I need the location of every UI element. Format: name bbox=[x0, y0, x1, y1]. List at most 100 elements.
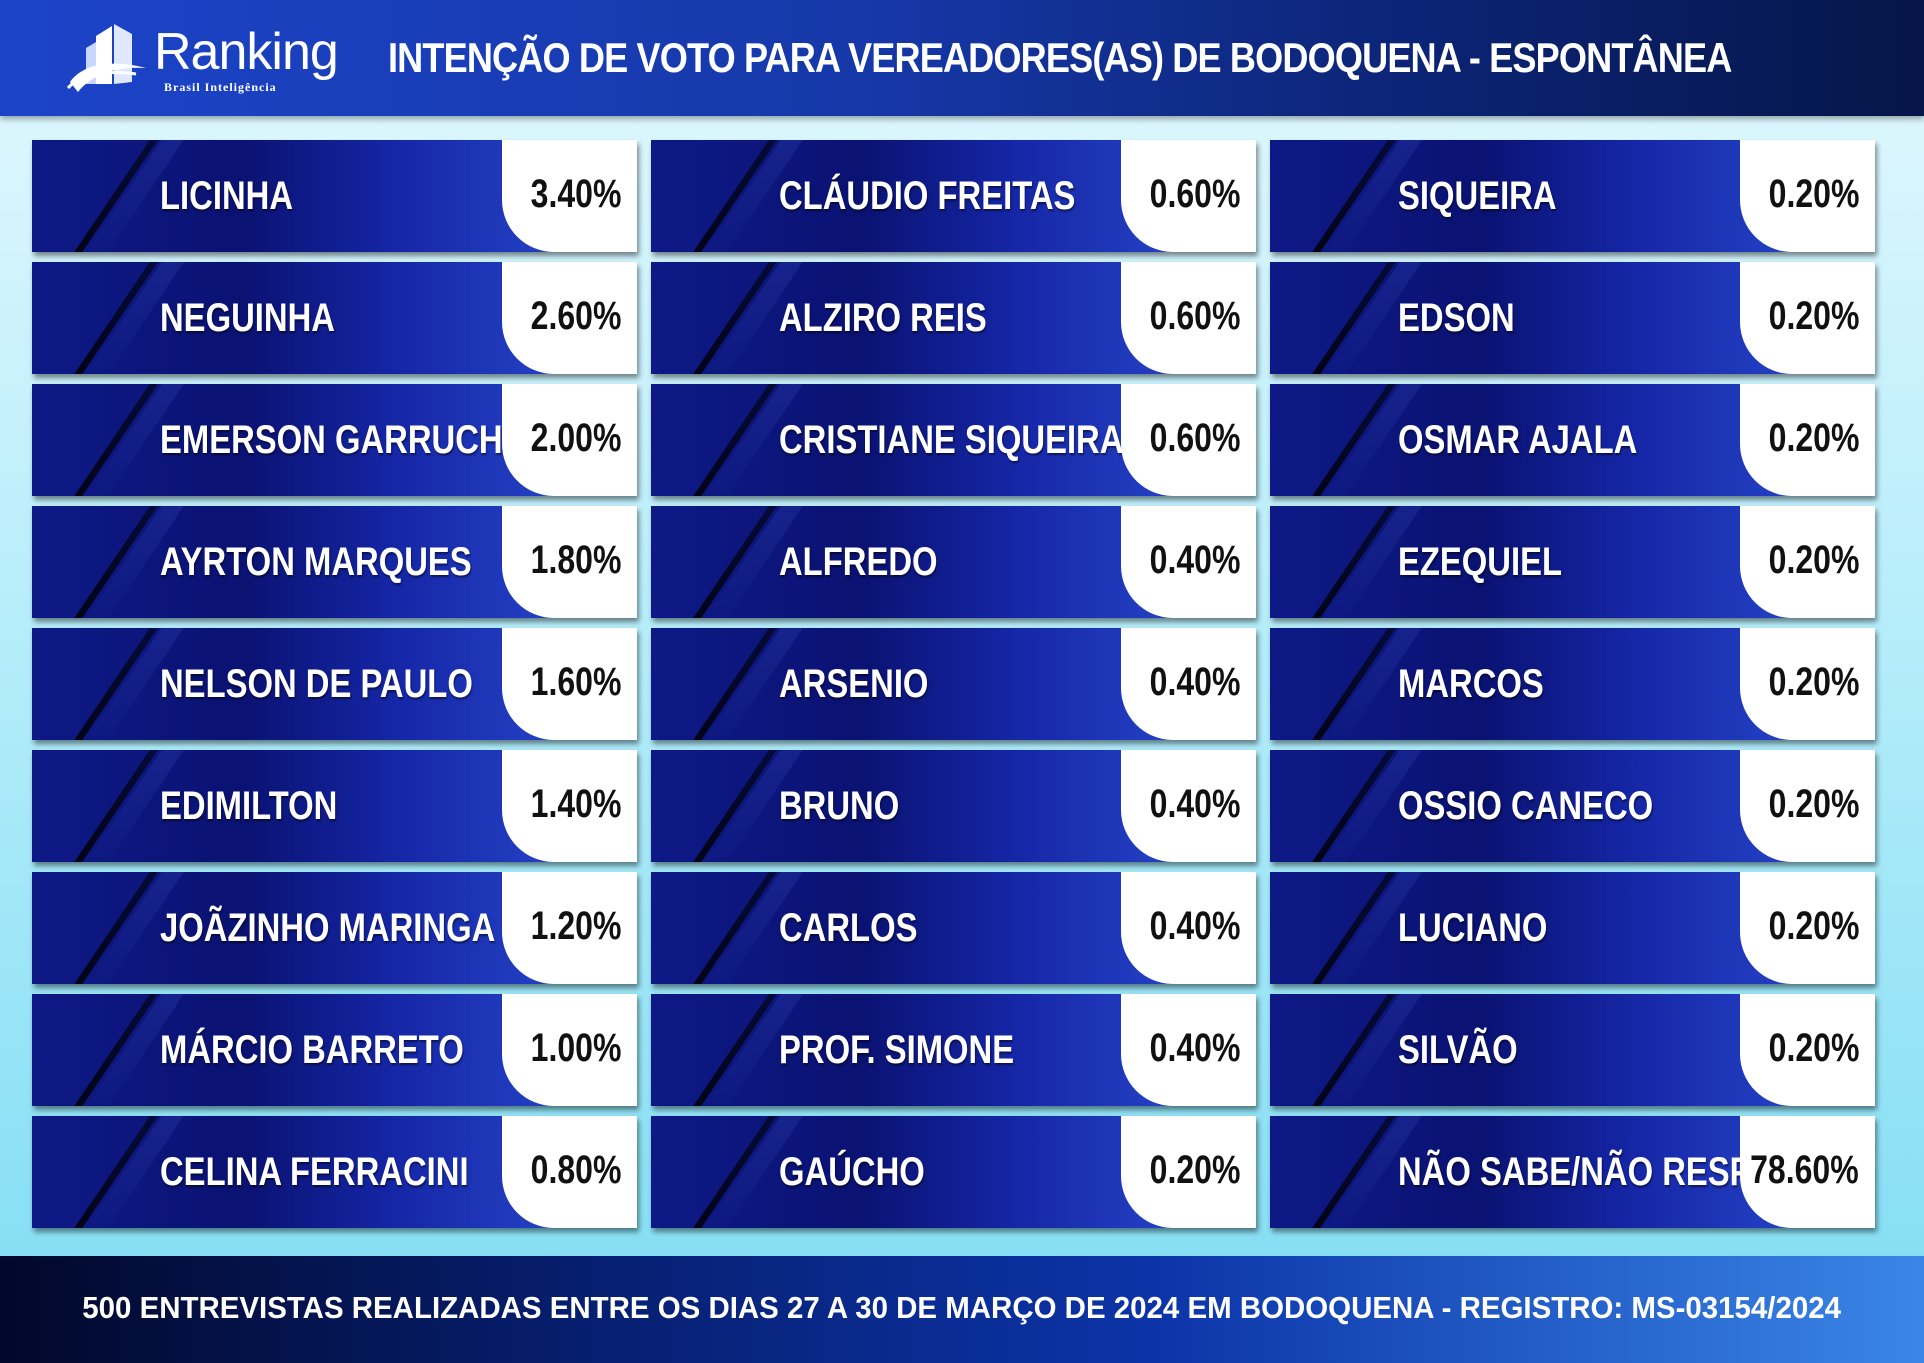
percent-box: 0.80% bbox=[502, 1116, 637, 1228]
candidate-name: AYRTON MARQUES bbox=[160, 540, 472, 584]
percent-box: 0.20% bbox=[1740, 262, 1875, 374]
candidate-row: EZEQUIEL 0.20% bbox=[1270, 506, 1875, 618]
logo-subtitle: Brasil Inteligência bbox=[164, 80, 277, 94]
candidate-row: PROF. SIMONE 0.40% bbox=[651, 994, 1256, 1106]
candidate-row: EMERSON GARRUCHA 2.00% bbox=[32, 384, 637, 496]
candidate-row: MÁRCIO BARRETO 1.00% bbox=[32, 994, 637, 1106]
candidate-name: CELINA FERRACINI bbox=[160, 1150, 469, 1194]
candidate-name: OSSIO CANECO bbox=[1398, 784, 1654, 828]
candidate-row: NÃO SABE/NÃO RESP. 78.60% bbox=[1270, 1116, 1875, 1228]
candidate-percent: 0.40% bbox=[1149, 538, 1240, 582]
percent-box: 0.40% bbox=[1121, 872, 1256, 984]
percent-box: 1.60% bbox=[502, 628, 637, 740]
candidate-percent: 0.40% bbox=[1149, 1026, 1240, 1070]
percent-box: 0.20% bbox=[1121, 1116, 1256, 1228]
candidate-name: MARCOS bbox=[1398, 662, 1544, 706]
candidate-name: NELSON DE PAULO bbox=[160, 662, 473, 706]
candidate-name: NÃO SABE/NÃO RESP. bbox=[1398, 1150, 1757, 1194]
candidate-percent: 0.40% bbox=[1149, 660, 1240, 704]
candidate-percent: 0.60% bbox=[1149, 294, 1240, 338]
candidate-percent: 1.00% bbox=[530, 1026, 621, 1070]
candidate-row: OSSIO CANECO 0.20% bbox=[1270, 750, 1875, 862]
candidate-row: LICINHA 3.40% bbox=[32, 140, 637, 252]
header-bar: Ranking Brasil Inteligência INTENÇÃO DE … bbox=[0, 0, 1924, 116]
ranking-building-swoosh-icon bbox=[66, 24, 146, 92]
survey-note: 500 ENTREVISTAS REALIZADAS ENTRE OS DIAS… bbox=[82, 1290, 1842, 1325]
candidate-row: MARCOS 0.20% bbox=[1270, 628, 1875, 740]
percent-box: 0.20% bbox=[1740, 140, 1875, 252]
candidate-name: EDSON bbox=[1398, 296, 1515, 340]
candidate-percent: 3.40% bbox=[530, 172, 621, 216]
candidate-name: MÁRCIO BARRETO bbox=[160, 1028, 464, 1072]
percent-box: 2.00% bbox=[502, 384, 637, 496]
candidate-percent: 2.60% bbox=[530, 294, 621, 338]
candidate-name: ALZIRO REIS bbox=[779, 296, 987, 340]
candidate-percent: 0.20% bbox=[1768, 294, 1859, 338]
candidate-row: ALZIRO REIS 0.60% bbox=[651, 262, 1256, 374]
candidate-row: OSMAR AJALA 0.20% bbox=[1270, 384, 1875, 496]
candidate-name: CLÁUDIO FREITAS bbox=[779, 174, 1076, 218]
candidate-row: NELSON DE PAULO 1.60% bbox=[32, 628, 637, 740]
candidate-name: CARLOS bbox=[779, 906, 918, 950]
candidate-percent: 0.20% bbox=[1768, 416, 1859, 460]
candidate-row: GAÚCHO 0.20% bbox=[651, 1116, 1256, 1228]
candidate-row: EDIMILTON 1.40% bbox=[32, 750, 637, 862]
candidate-row: JOÃZINHO MARINGA 1.20% bbox=[32, 872, 637, 984]
candidate-percent: 1.20% bbox=[530, 904, 621, 948]
candidate-row: SIQUEIRA 0.20% bbox=[1270, 140, 1875, 252]
candidate-row: EDSON 0.20% bbox=[1270, 262, 1875, 374]
candidate-name: CRISTIANE SIQUEIRA bbox=[779, 418, 1124, 462]
candidate-percent: 2.00% bbox=[530, 416, 621, 460]
percent-box: 0.20% bbox=[1740, 872, 1875, 984]
percent-box: 0.60% bbox=[1121, 384, 1256, 496]
candidate-percent: 0.20% bbox=[1149, 1148, 1240, 1192]
candidate-row: SILVÃO 0.20% bbox=[1270, 994, 1875, 1106]
candidate-name: JOÃZINHO MARINGA bbox=[160, 906, 496, 950]
percent-box: 1.80% bbox=[502, 506, 637, 618]
candidate-name: GAÚCHO bbox=[779, 1150, 925, 1194]
candidate-name: LUCIANO bbox=[1398, 906, 1548, 950]
candidate-name: EMERSON GARRUCHA bbox=[160, 418, 527, 462]
percent-box: 0.60% bbox=[1121, 140, 1256, 252]
candidate-row: CLÁUDIO FREITAS 0.60% bbox=[651, 140, 1256, 252]
percent-box: 0.40% bbox=[1121, 506, 1256, 618]
candidate-percent: 0.20% bbox=[1768, 1026, 1859, 1070]
candidate-row: ALFREDO 0.40% bbox=[651, 506, 1256, 618]
ranking-logo: Ranking Brasil Inteligência bbox=[66, 18, 356, 98]
candidate-name: ALFREDO bbox=[779, 540, 938, 584]
candidate-name: SILVÃO bbox=[1398, 1028, 1518, 1072]
candidate-percent: 0.60% bbox=[1149, 416, 1240, 460]
candidate-percent: 0.60% bbox=[1149, 172, 1240, 216]
percent-box: 1.00% bbox=[502, 994, 637, 1106]
candidate-row: ARSENIO 0.40% bbox=[651, 628, 1256, 740]
candidate-row: CRISTIANE SIQUEIRA 0.60% bbox=[651, 384, 1256, 496]
percent-box: 2.60% bbox=[502, 262, 637, 374]
candidate-percent: 1.80% bbox=[530, 538, 621, 582]
percent-box: 1.20% bbox=[502, 872, 637, 984]
percent-box: 0.20% bbox=[1740, 628, 1875, 740]
candidate-row: CARLOS 0.40% bbox=[651, 872, 1256, 984]
candidate-percent: 0.80% bbox=[530, 1148, 621, 1192]
candidate-percent: 0.20% bbox=[1768, 172, 1859, 216]
candidate-row: CELINA FERRACINI 0.80% bbox=[32, 1116, 637, 1228]
candidate-row: BRUNO 0.40% bbox=[651, 750, 1256, 862]
candidate-percent: 78.60% bbox=[1750, 1148, 1859, 1192]
candidate-name: ARSENIO bbox=[779, 662, 929, 706]
candidate-row: AYRTON MARQUES 1.80% bbox=[32, 506, 637, 618]
candidate-percent: 0.20% bbox=[1768, 660, 1859, 704]
candidate-name: PROF. SIMONE bbox=[779, 1028, 1015, 1072]
candidate-percent: 1.40% bbox=[530, 782, 621, 826]
candidate-name: EZEQUIEL bbox=[1398, 540, 1563, 584]
candidate-percent: 0.20% bbox=[1768, 782, 1859, 826]
percent-box: 0.20% bbox=[1740, 994, 1875, 1106]
percent-box: 3.40% bbox=[502, 140, 637, 252]
percent-box: 78.60% bbox=[1740, 1116, 1875, 1228]
logo-wordmark: Ranking bbox=[154, 23, 339, 81]
candidate-name: SIQUEIRA bbox=[1398, 174, 1557, 218]
percent-box: 0.60% bbox=[1121, 262, 1256, 374]
candidate-percent: 0.20% bbox=[1768, 904, 1859, 948]
candidate-name: NEGUINHA bbox=[160, 296, 335, 340]
candidate-name: EDIMILTON bbox=[160, 784, 338, 828]
page-title: INTENÇÃO DE VOTO PARA VEREADORES(AS) DE … bbox=[388, 34, 1732, 81]
percent-box: 0.40% bbox=[1121, 628, 1256, 740]
